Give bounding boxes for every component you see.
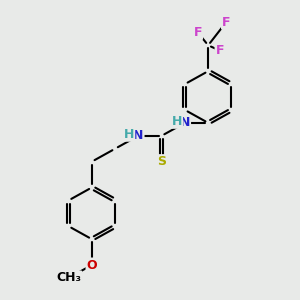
Text: F: F <box>222 16 230 28</box>
Text: S: S <box>157 155 166 168</box>
Text: F: F <box>215 44 224 57</box>
Text: H: H <box>172 115 182 128</box>
Text: F: F <box>194 26 202 39</box>
Text: H: H <box>124 128 134 141</box>
Text: CH₃: CH₃ <box>56 272 81 284</box>
Text: N: N <box>133 129 144 142</box>
Text: O: O <box>86 259 97 272</box>
Text: N: N <box>180 116 190 129</box>
